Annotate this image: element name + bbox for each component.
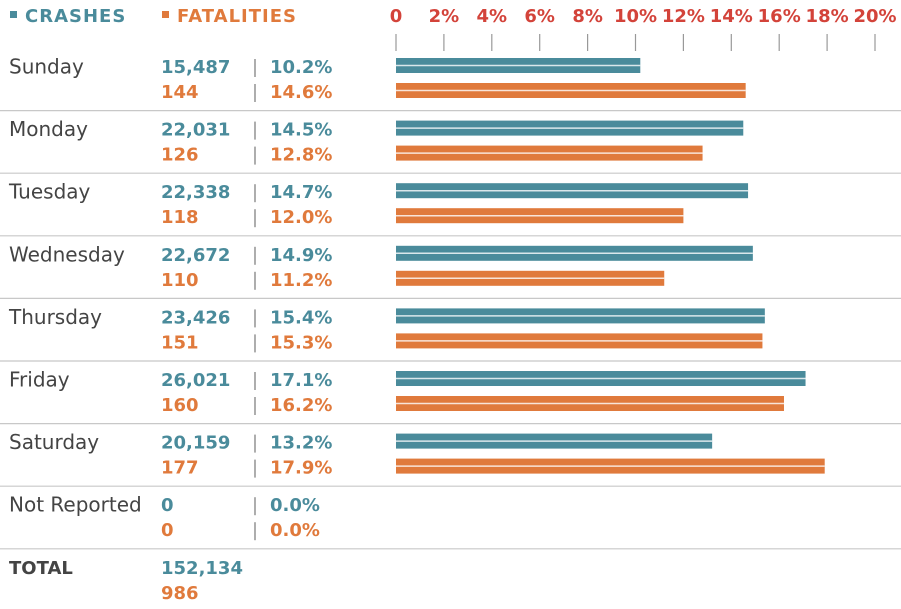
value-label: 13.2% bbox=[270, 433, 332, 454]
total-value: 152,134 bbox=[161, 558, 243, 579]
value-label: 0.0% bbox=[270, 495, 320, 516]
count-label: 23,426 bbox=[161, 307, 230, 328]
legend-label: FATALITIES bbox=[177, 6, 297, 27]
count-label: 126 bbox=[161, 145, 199, 166]
x-tick-label: 2% bbox=[429, 6, 460, 27]
x-tick-label: 12% bbox=[662, 6, 705, 27]
value-label: 17.1% bbox=[270, 370, 332, 391]
total-value: 986 bbox=[161, 583, 199, 604]
count-label: 15,487 bbox=[161, 57, 230, 78]
value-label: 14.5% bbox=[270, 120, 332, 141]
count-label: 26,021 bbox=[161, 370, 230, 391]
x-tick-label: 0 bbox=[390, 6, 403, 27]
count-label: 22,672 bbox=[161, 245, 230, 266]
count-label: 20,159 bbox=[161, 433, 230, 454]
x-tick-label: 10% bbox=[614, 6, 657, 27]
x-tick-label: 8% bbox=[572, 6, 603, 27]
count-label: 110 bbox=[161, 270, 199, 291]
total-label: TOTAL bbox=[9, 558, 73, 579]
value-label: 12.8% bbox=[270, 145, 332, 166]
value-label: 14.7% bbox=[270, 182, 332, 203]
count-label: 144 bbox=[161, 82, 199, 103]
count-label: 22,338 bbox=[161, 182, 230, 203]
x-tick-label: 14% bbox=[710, 6, 753, 27]
value-label: 15.3% bbox=[270, 332, 332, 353]
value-label: 16.2% bbox=[270, 395, 332, 416]
value-label: 14.6% bbox=[270, 82, 332, 103]
count-label: 0 bbox=[161, 520, 174, 541]
count-label: 151 bbox=[161, 332, 199, 353]
legend-label: CRASHES bbox=[25, 6, 126, 27]
value-label: 14.9% bbox=[270, 245, 332, 266]
legend-swatch bbox=[10, 11, 17, 18]
count-label: 0 bbox=[161, 495, 174, 516]
x-tick-label: 18% bbox=[806, 6, 849, 27]
category-label: Tuesday bbox=[8, 180, 91, 204]
category-label: Thursday bbox=[8, 305, 102, 329]
value-label: 12.0% bbox=[270, 207, 332, 228]
value-label: 0.0% bbox=[270, 520, 320, 541]
x-tick-label: 20% bbox=[853, 6, 896, 27]
count-label: 118 bbox=[161, 207, 199, 228]
category-label: Saturday bbox=[9, 430, 99, 454]
value-label: 15.4% bbox=[270, 307, 332, 328]
legend-swatch bbox=[162, 11, 169, 18]
count-label: 177 bbox=[161, 458, 199, 479]
x-tick-label: 4% bbox=[477, 6, 508, 27]
count-label: 160 bbox=[161, 395, 199, 416]
value-label: 11.2% bbox=[270, 270, 332, 291]
value-label: 17.9% bbox=[270, 458, 332, 479]
category-label: Wednesday bbox=[9, 242, 125, 266]
category-label: Monday bbox=[9, 117, 88, 141]
category-label: Friday bbox=[9, 368, 70, 392]
x-tick-label: 6% bbox=[524, 6, 555, 27]
category-label: Not Reported bbox=[9, 493, 142, 517]
value-label: 10.2% bbox=[270, 57, 332, 78]
category-label: Sunday bbox=[9, 55, 84, 79]
x-tick-label: 16% bbox=[758, 6, 801, 27]
count-label: 22,031 bbox=[161, 120, 230, 141]
